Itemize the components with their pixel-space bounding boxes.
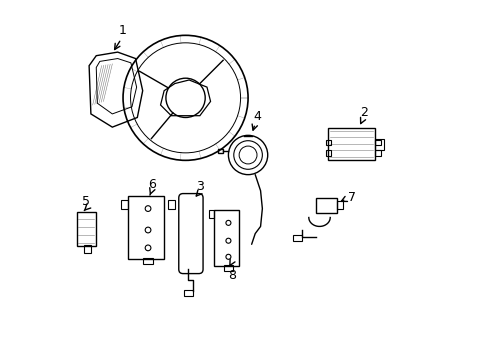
Bar [328,128,374,160]
Bar [224,265,233,271]
Bar [292,235,301,242]
Bar [217,149,223,153]
Bar [374,139,383,150]
Text: 1: 1 [119,24,127,37]
Bar [208,210,214,217]
Bar [325,140,331,145]
Bar [214,210,239,266]
Bar [77,212,96,246]
Bar [184,290,193,296]
Bar [325,150,331,156]
Bar [128,196,164,258]
Text: 6: 6 [147,179,155,192]
Bar [83,246,91,253]
Bar [374,150,380,156]
Bar [142,257,153,264]
Bar [167,200,175,208]
Bar [121,200,128,208]
Text: 3: 3 [196,180,203,193]
Text: 7: 7 [347,192,355,204]
Text: 5: 5 [81,195,89,208]
Bar [374,140,380,145]
Bar [315,198,336,213]
Text: 4: 4 [253,110,261,123]
Bar [336,201,343,208]
Text: 8: 8 [227,269,236,282]
Text: 2: 2 [360,106,367,119]
